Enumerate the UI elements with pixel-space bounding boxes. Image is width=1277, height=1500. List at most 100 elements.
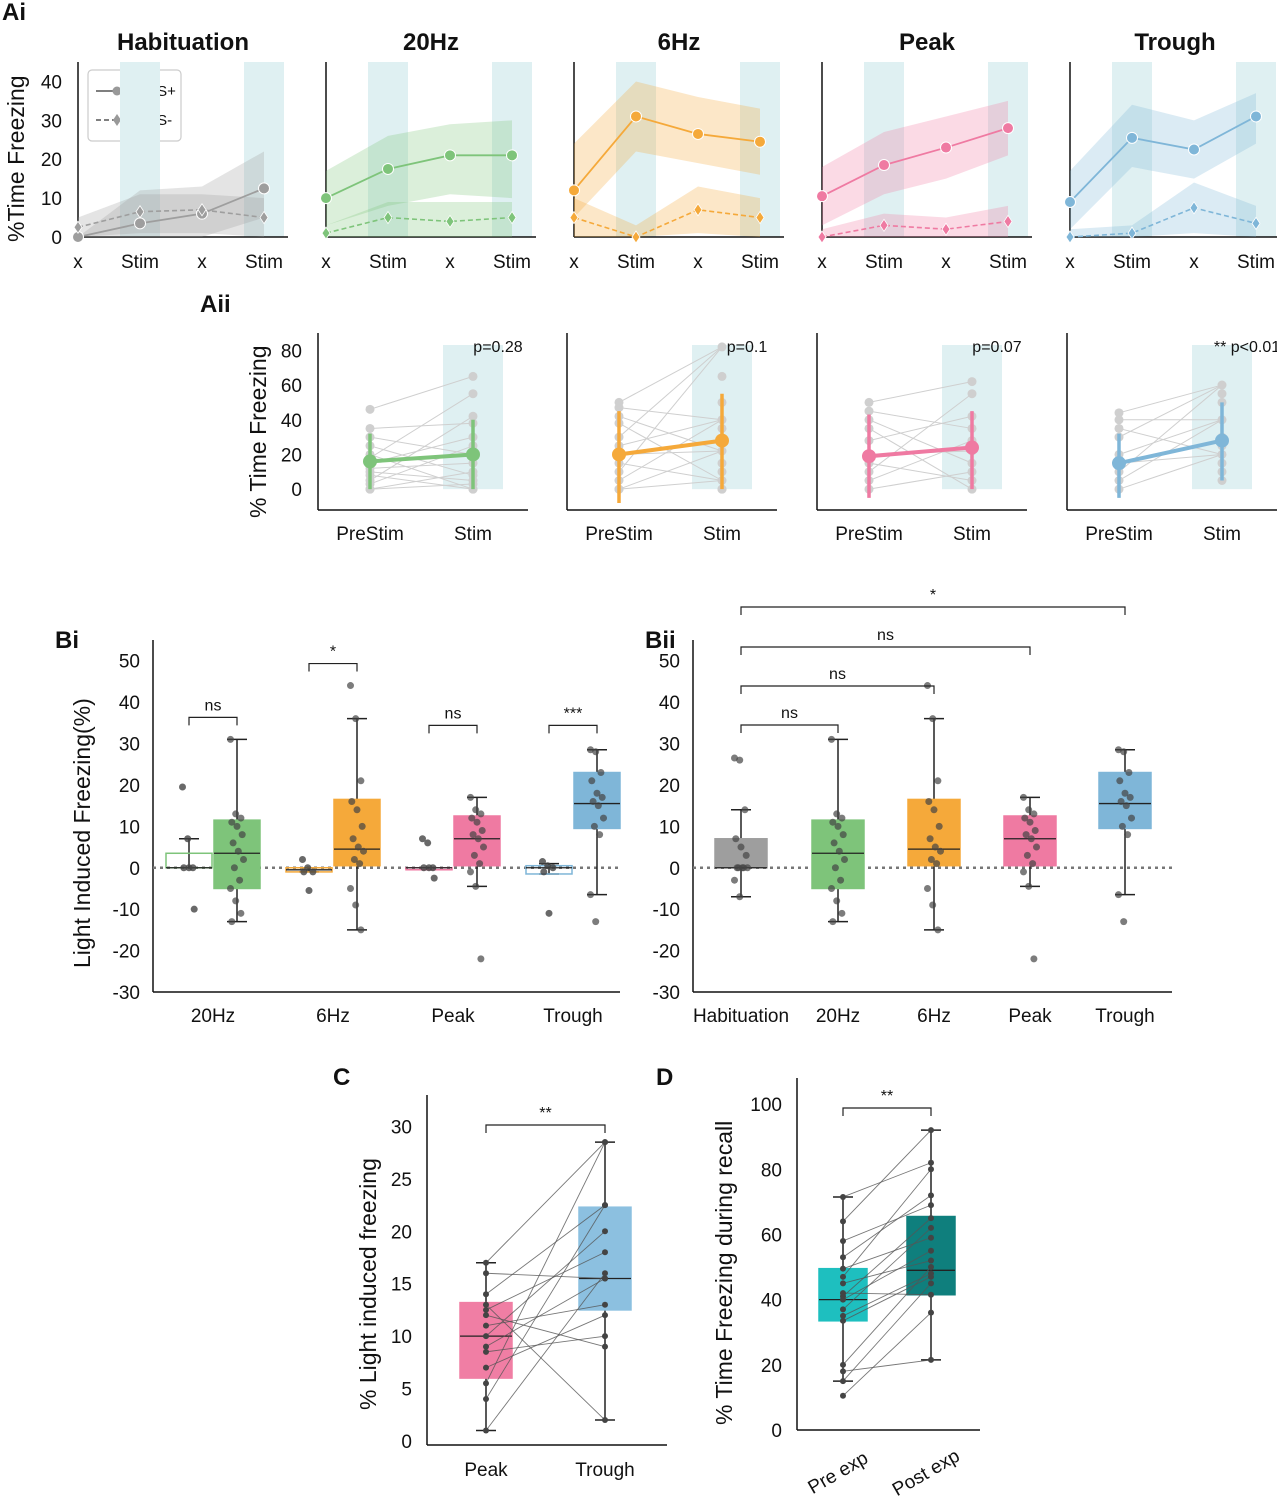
bii-point [1020, 793, 1027, 801]
bii-point [933, 860, 941, 868]
ai-xtick: Stim [1113, 252, 1151, 273]
aii-subject-line [1118, 453, 1223, 490]
aii-point-post [1217, 380, 1227, 390]
ai-ytick: 10 [41, 189, 62, 210]
panel-label-c: C [333, 1064, 350, 1091]
bi-point-stim [592, 918, 600, 926]
c-point-peak [483, 1270, 489, 1277]
bii-point [925, 798, 933, 806]
d-ytick: 40 [761, 1291, 782, 1312]
bii-point [837, 876, 845, 884]
bi-point-pre [430, 874, 438, 882]
c-point-trough [602, 1249, 608, 1256]
aii-point-post [967, 377, 977, 387]
c-pair-line [485, 1304, 606, 1327]
c-point-trough [602, 1301, 608, 1308]
aii-subject-line [369, 375, 474, 410]
ai-point-fsminus [445, 214, 455, 229]
aii-subject-line [369, 462, 474, 469]
aii-xtick: PreStim [585, 524, 653, 545]
c-xtick: Peak [464, 1460, 508, 1481]
bii-point [828, 735, 835, 743]
aii-mean-pre [612, 447, 626, 462]
bi-stim-box [573, 771, 621, 830]
bi-point-stim [470, 851, 478, 859]
c-ytick: 5 [401, 1380, 412, 1401]
bi-point-stim [472, 882, 480, 890]
aii-mean-line [868, 445, 973, 459]
bi-point-pre [300, 868, 308, 876]
ai-point-fsplus [1002, 122, 1014, 135]
panel-label-ai: Ai [2, 0, 26, 26]
d-point-pre [840, 1218, 846, 1225]
ai-point-fsminus [941, 222, 951, 236]
ai-point-fsplus [1064, 196, 1076, 208]
aii-mean-post [715, 433, 729, 448]
ai-stim-band [740, 62, 780, 237]
d-point-post [928, 1264, 934, 1271]
d-pair-line [842, 1217, 932, 1297]
d-point-post [928, 1202, 934, 1209]
bi-xtick: 6Hz [316, 1006, 350, 1027]
c-ytick: 20 [391, 1222, 412, 1243]
bi-point-stim [350, 855, 358, 863]
bi-point-pre [424, 839, 432, 847]
bii-ytick: -20 [653, 942, 680, 963]
ai-xtick: Stim [1237, 252, 1275, 273]
bii-point [1120, 748, 1128, 756]
ai-band-fsplus [78, 151, 264, 237]
c-point-peak [483, 1380, 489, 1387]
bi-ytick: 20 [119, 776, 140, 797]
ai-ylabel: %Time Freezing [3, 75, 29, 242]
aii-ytick: 80 [281, 341, 302, 362]
bi-point-stim [593, 789, 601, 797]
ai-point-fsminus [1127, 226, 1137, 240]
bi-point-pre [549, 864, 557, 872]
aii-subject-line [618, 346, 723, 403]
ai-line-fsplus [821, 127, 1009, 197]
c-ytick: 10 [391, 1327, 412, 1348]
bii-point [838, 909, 846, 917]
ai-ytick: 30 [41, 111, 62, 132]
ai-title-0: Habituation [117, 29, 249, 56]
aii-subject-line [868, 410, 973, 429]
bi-point-stim [356, 860, 364, 868]
c-pair-line [485, 1278, 606, 1348]
ai-point-fsminus [879, 218, 889, 233]
bi-point-pre [419, 835, 426, 843]
ai-band-fsminus [1070, 182, 1256, 237]
aii-subject-line [369, 445, 474, 476]
ai-point-fsminus [1251, 216, 1261, 231]
bii-sig: ns [877, 627, 894, 644]
bi-point-stim [352, 715, 360, 723]
bi-point-stim [357, 777, 365, 785]
d-bracket [842, 1107, 932, 1116]
aii-xtick: Stim [1203, 524, 1241, 545]
c-pair-line [485, 1230, 606, 1337]
bii-point [1117, 798, 1125, 806]
bi-point-stim [598, 793, 606, 801]
bii-point [1030, 955, 1038, 963]
bi-bracket [548, 724, 598, 734]
d-point-pre [840, 1237, 846, 1244]
ai-line-fsminus [573, 208, 761, 238]
aii-point-post [468, 371, 478, 381]
ai-stim-band [368, 62, 408, 237]
bi-ytick: 10 [119, 817, 140, 838]
ai-point-fsplus [444, 149, 456, 162]
bi-point-pre [309, 868, 317, 876]
d-point-post [928, 1356, 934, 1363]
aii-subject-line [868, 462, 973, 481]
c-point-trough [602, 1139, 608, 1146]
c-point-peak [483, 1396, 489, 1403]
c-xtick: Trough [575, 1460, 635, 1481]
bii-point [731, 876, 738, 884]
d-ytick: 60 [761, 1225, 782, 1246]
aii-xtick: Stim [454, 524, 492, 545]
aii-subject-line [618, 419, 723, 481]
bi-point-pre [305, 887, 313, 895]
aii-subject-line [369, 436, 474, 455]
bi-point-pre [184, 835, 192, 843]
bi-point-stim [469, 831, 477, 839]
